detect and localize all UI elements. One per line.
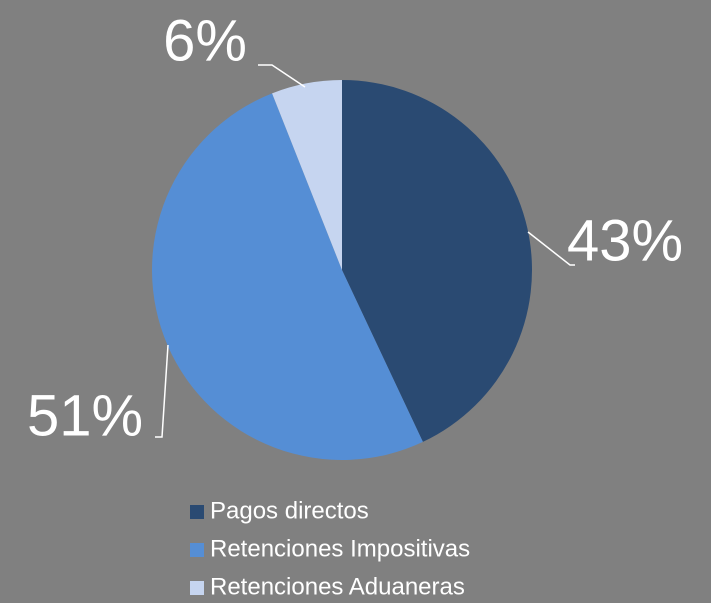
- data-label: 6%: [163, 8, 247, 73]
- pie-slice: [272, 80, 342, 270]
- data-label: 51%: [27, 383, 143, 448]
- pie-slice: [152, 93, 423, 460]
- leader-line: [155, 344, 169, 438]
- data-label: 43%: [567, 208, 683, 273]
- legend-label: Retenciones Impositivas: [210, 535, 470, 562]
- legend-label: Pagos directos: [210, 497, 369, 524]
- legend-swatch: [190, 581, 204, 595]
- pie-slice: [342, 80, 533, 442]
- legend-swatch: [190, 505, 204, 519]
- legend-label: Retenciones Aduaneras: [210, 573, 465, 600]
- leader-line: [258, 64, 306, 88]
- leader-line: [527, 231, 575, 266]
- legend-swatch: [190, 543, 204, 557]
